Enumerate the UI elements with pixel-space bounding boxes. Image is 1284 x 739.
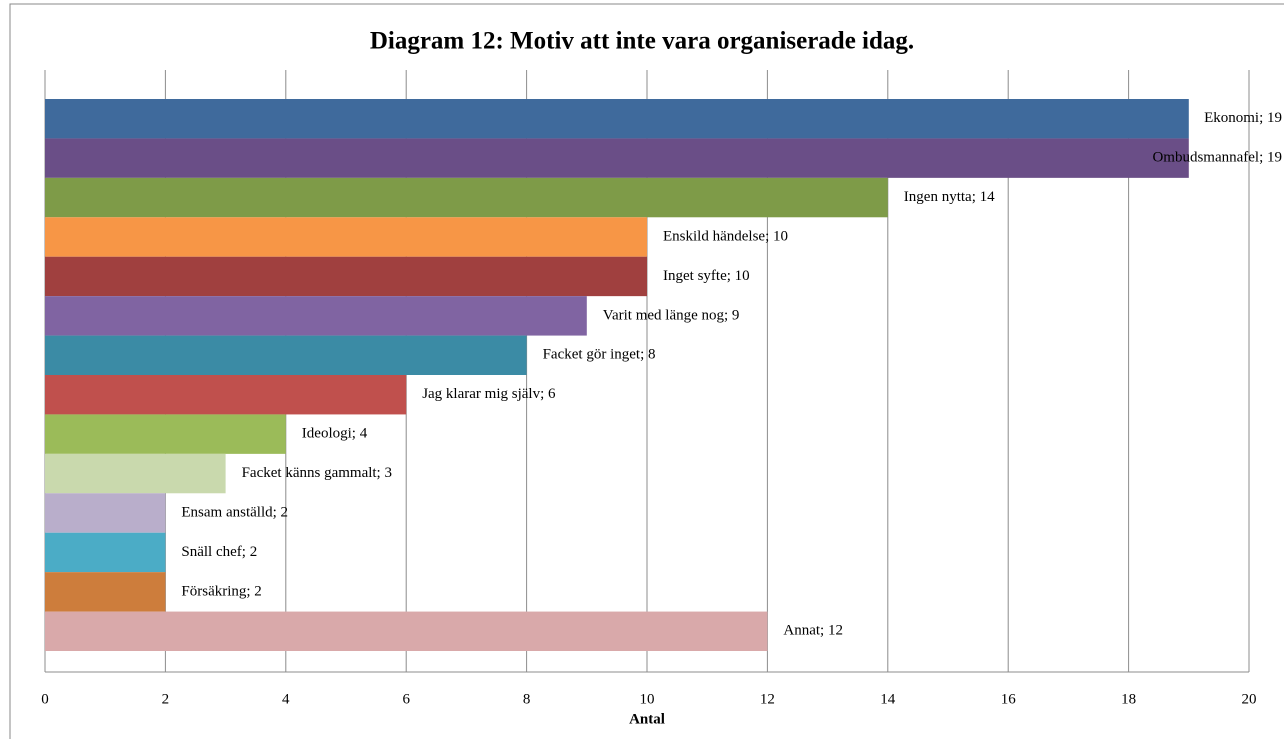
bar [45,99,1189,139]
data-label: Ekonomi; 19 [1204,110,1282,126]
bar [45,572,166,612]
bar [45,296,587,336]
bar [45,138,1189,178]
data-label: Ombudsmannafel; 19 [1152,150,1282,166]
bar [45,335,527,375]
chart-title: Diagram 12: Motiv att inte vara organise… [370,28,914,55]
data-label: Försäkring; 2 [181,583,261,599]
bar [45,493,166,533]
data-label: Jag klarar mig själv; 6 [422,386,556,402]
data-label: Varit med länge nog; 9 [603,307,740,323]
x-tick-label: 6 [402,691,410,707]
data-label: Ideologi; 4 [302,426,368,442]
x-tick-label: 2 [162,691,170,707]
data-label: Ensam anställd; 2 [181,504,288,520]
data-label: Enskild händelse; 10 [663,228,788,244]
data-label: Snäll chef; 2 [181,544,257,560]
data-label: Annat; 12 [783,623,843,639]
bar [45,217,647,257]
x-tick-label: 4 [282,691,290,707]
x-tick-label: 0 [41,691,49,707]
x-tick-label: 16 [1001,691,1017,707]
x-tick-label: 12 [760,691,775,707]
x-tick-label: 10 [640,691,655,707]
bar [45,611,768,651]
x-axis-label: Antal [629,711,665,727]
x-tick-label: 8 [523,691,531,707]
x-tick-label: 20 [1242,691,1257,707]
x-tick-label: 18 [1121,691,1136,707]
data-label: Facket gör inget; 8 [543,347,656,363]
bar [45,414,286,454]
data-label: Facket känns gammalt; 3 [242,465,392,481]
x-tick-label: 14 [880,691,896,707]
bar [45,256,647,297]
data-label: Ingen nytta; 14 [904,189,995,205]
bar [45,453,226,494]
bar [45,177,888,218]
bar [45,375,407,415]
frame [9,3,1284,739]
bar [45,532,166,573]
data-label: Inget syfte; 10 [663,268,750,284]
